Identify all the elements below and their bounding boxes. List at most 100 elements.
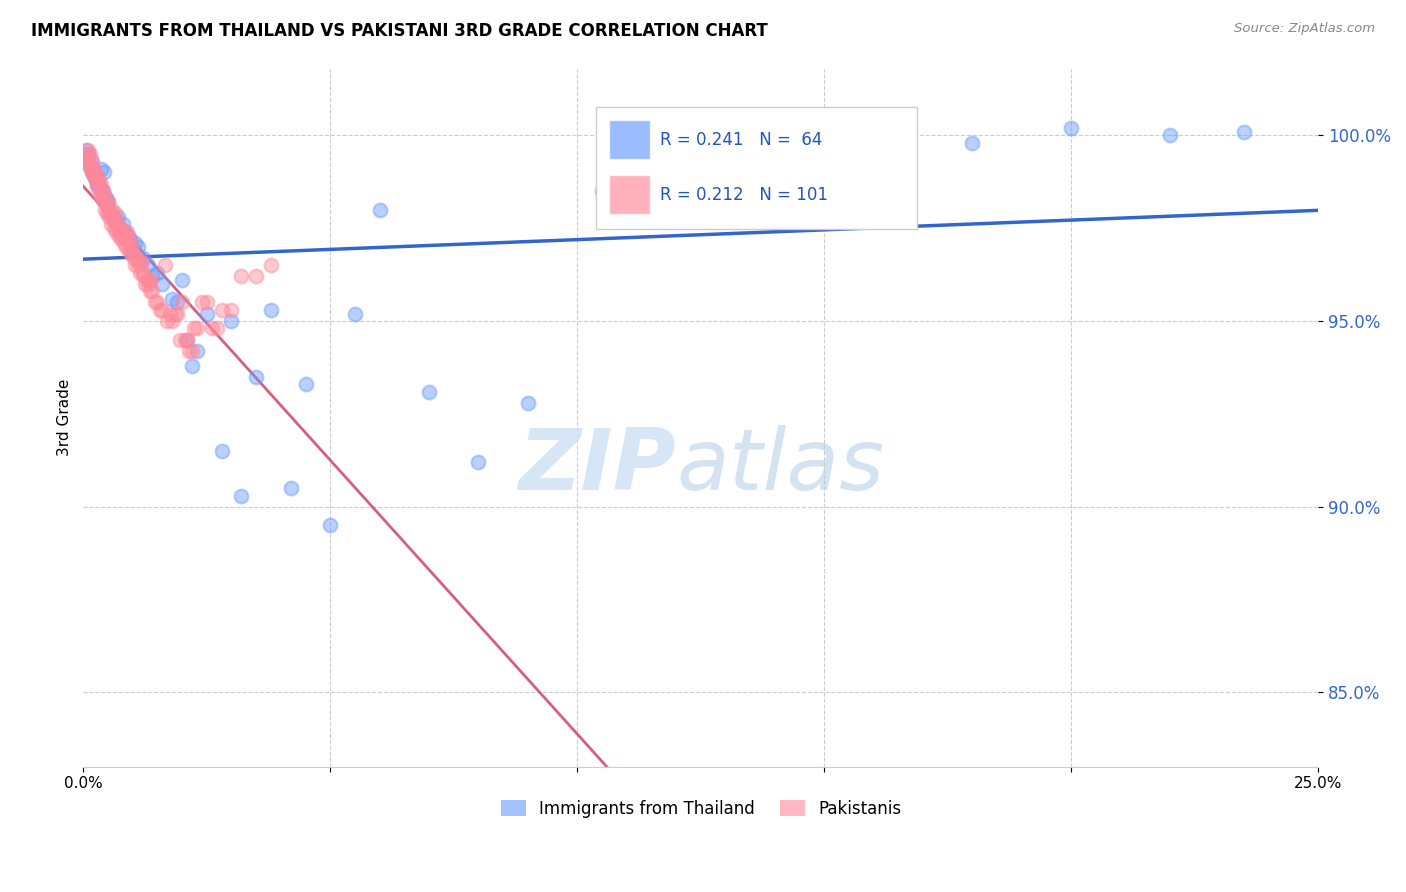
Point [121, 240, 143, 254]
Point [143, 295, 166, 310]
Point [120, 232, 142, 246]
Point [115, 240, 138, 254]
Point [121, 244, 143, 258]
Point [150, 277, 173, 291]
Point [76, 151, 98, 165]
Point [343, 307, 366, 321]
Point [101, 210, 124, 224]
Point [75, 143, 97, 157]
Point [149, 302, 172, 317]
Point [104, 213, 127, 227]
Point [862, 154, 884, 169]
Point [231, 269, 253, 284]
Point [136, 258, 159, 272]
Point [141, 285, 163, 299]
Point [260, 302, 283, 317]
Point [173, 333, 195, 347]
Point [221, 314, 243, 328]
Point [87, 173, 110, 187]
Point [134, 277, 156, 291]
Point [114, 232, 136, 246]
Point [90, 184, 112, 198]
Point [179, 343, 201, 358]
Point [103, 221, 125, 235]
Point [117, 228, 139, 243]
Point [80, 154, 103, 169]
Point [77, 158, 100, 172]
Point [82, 161, 104, 176]
Point [94, 192, 117, 206]
Point [80, 154, 103, 169]
Point [118, 244, 141, 258]
Point [125, 251, 148, 265]
Point [245, 269, 267, 284]
Point [96, 199, 118, 213]
Point [101, 202, 124, 217]
Point [183, 321, 205, 335]
Point [90, 177, 112, 191]
Point [84, 173, 107, 187]
Point [83, 165, 105, 179]
Point [117, 232, 139, 246]
Point [76, 151, 98, 165]
Point [82, 165, 104, 179]
Point [141, 269, 163, 284]
Point [87, 173, 110, 187]
Point [160, 292, 183, 306]
Point [205, 321, 228, 335]
Point [97, 195, 120, 210]
Point [100, 218, 122, 232]
Point [127, 240, 149, 254]
Point [1159, 128, 1181, 143]
Point [91, 192, 114, 206]
Point [77, 154, 100, 169]
Point [111, 225, 134, 239]
Point [418, 384, 440, 399]
Point [87, 180, 110, 194]
Point [319, 518, 342, 533]
Point [141, 273, 163, 287]
Point [93, 202, 115, 217]
Point [76, 143, 98, 157]
Point [80, 161, 103, 176]
Point [160, 314, 183, 328]
Point [104, 206, 127, 220]
Point [121, 247, 143, 261]
Point [114, 225, 136, 239]
Point [118, 232, 141, 246]
Point [103, 213, 125, 227]
Point [82, 165, 104, 179]
Text: Source: ZipAtlas.com: Source: ZipAtlas.com [1234, 22, 1375, 36]
Point [107, 221, 129, 235]
Point [101, 210, 124, 224]
Point [122, 251, 145, 265]
Point [260, 258, 283, 272]
Point [714, 147, 737, 161]
Point [221, 302, 243, 317]
Point [98, 210, 121, 224]
Point [91, 184, 114, 198]
Point [91, 184, 114, 198]
Point [111, 228, 134, 243]
Text: IMMIGRANTS FROM THAILAND VS PAKISTANI 3RD GRADE CORRELATION CHART: IMMIGRANTS FROM THAILAND VS PAKISTANI 3R… [31, 22, 768, 40]
Point [112, 225, 135, 239]
Point [98, 202, 121, 217]
Point [132, 269, 155, 284]
Point [665, 195, 688, 210]
Point [105, 213, 128, 227]
Point [90, 161, 112, 176]
Point [131, 266, 153, 280]
Point [516, 395, 538, 409]
Point [467, 455, 489, 469]
Point [195, 307, 218, 321]
Point [120, 240, 142, 254]
Point [79, 147, 101, 161]
Point [86, 169, 108, 184]
Point [166, 295, 188, 310]
Point [112, 235, 135, 250]
Point [139, 285, 162, 299]
Text: ZIP: ZIP [519, 425, 676, 508]
Point [211, 444, 233, 458]
Point [163, 307, 186, 321]
Point [181, 343, 204, 358]
